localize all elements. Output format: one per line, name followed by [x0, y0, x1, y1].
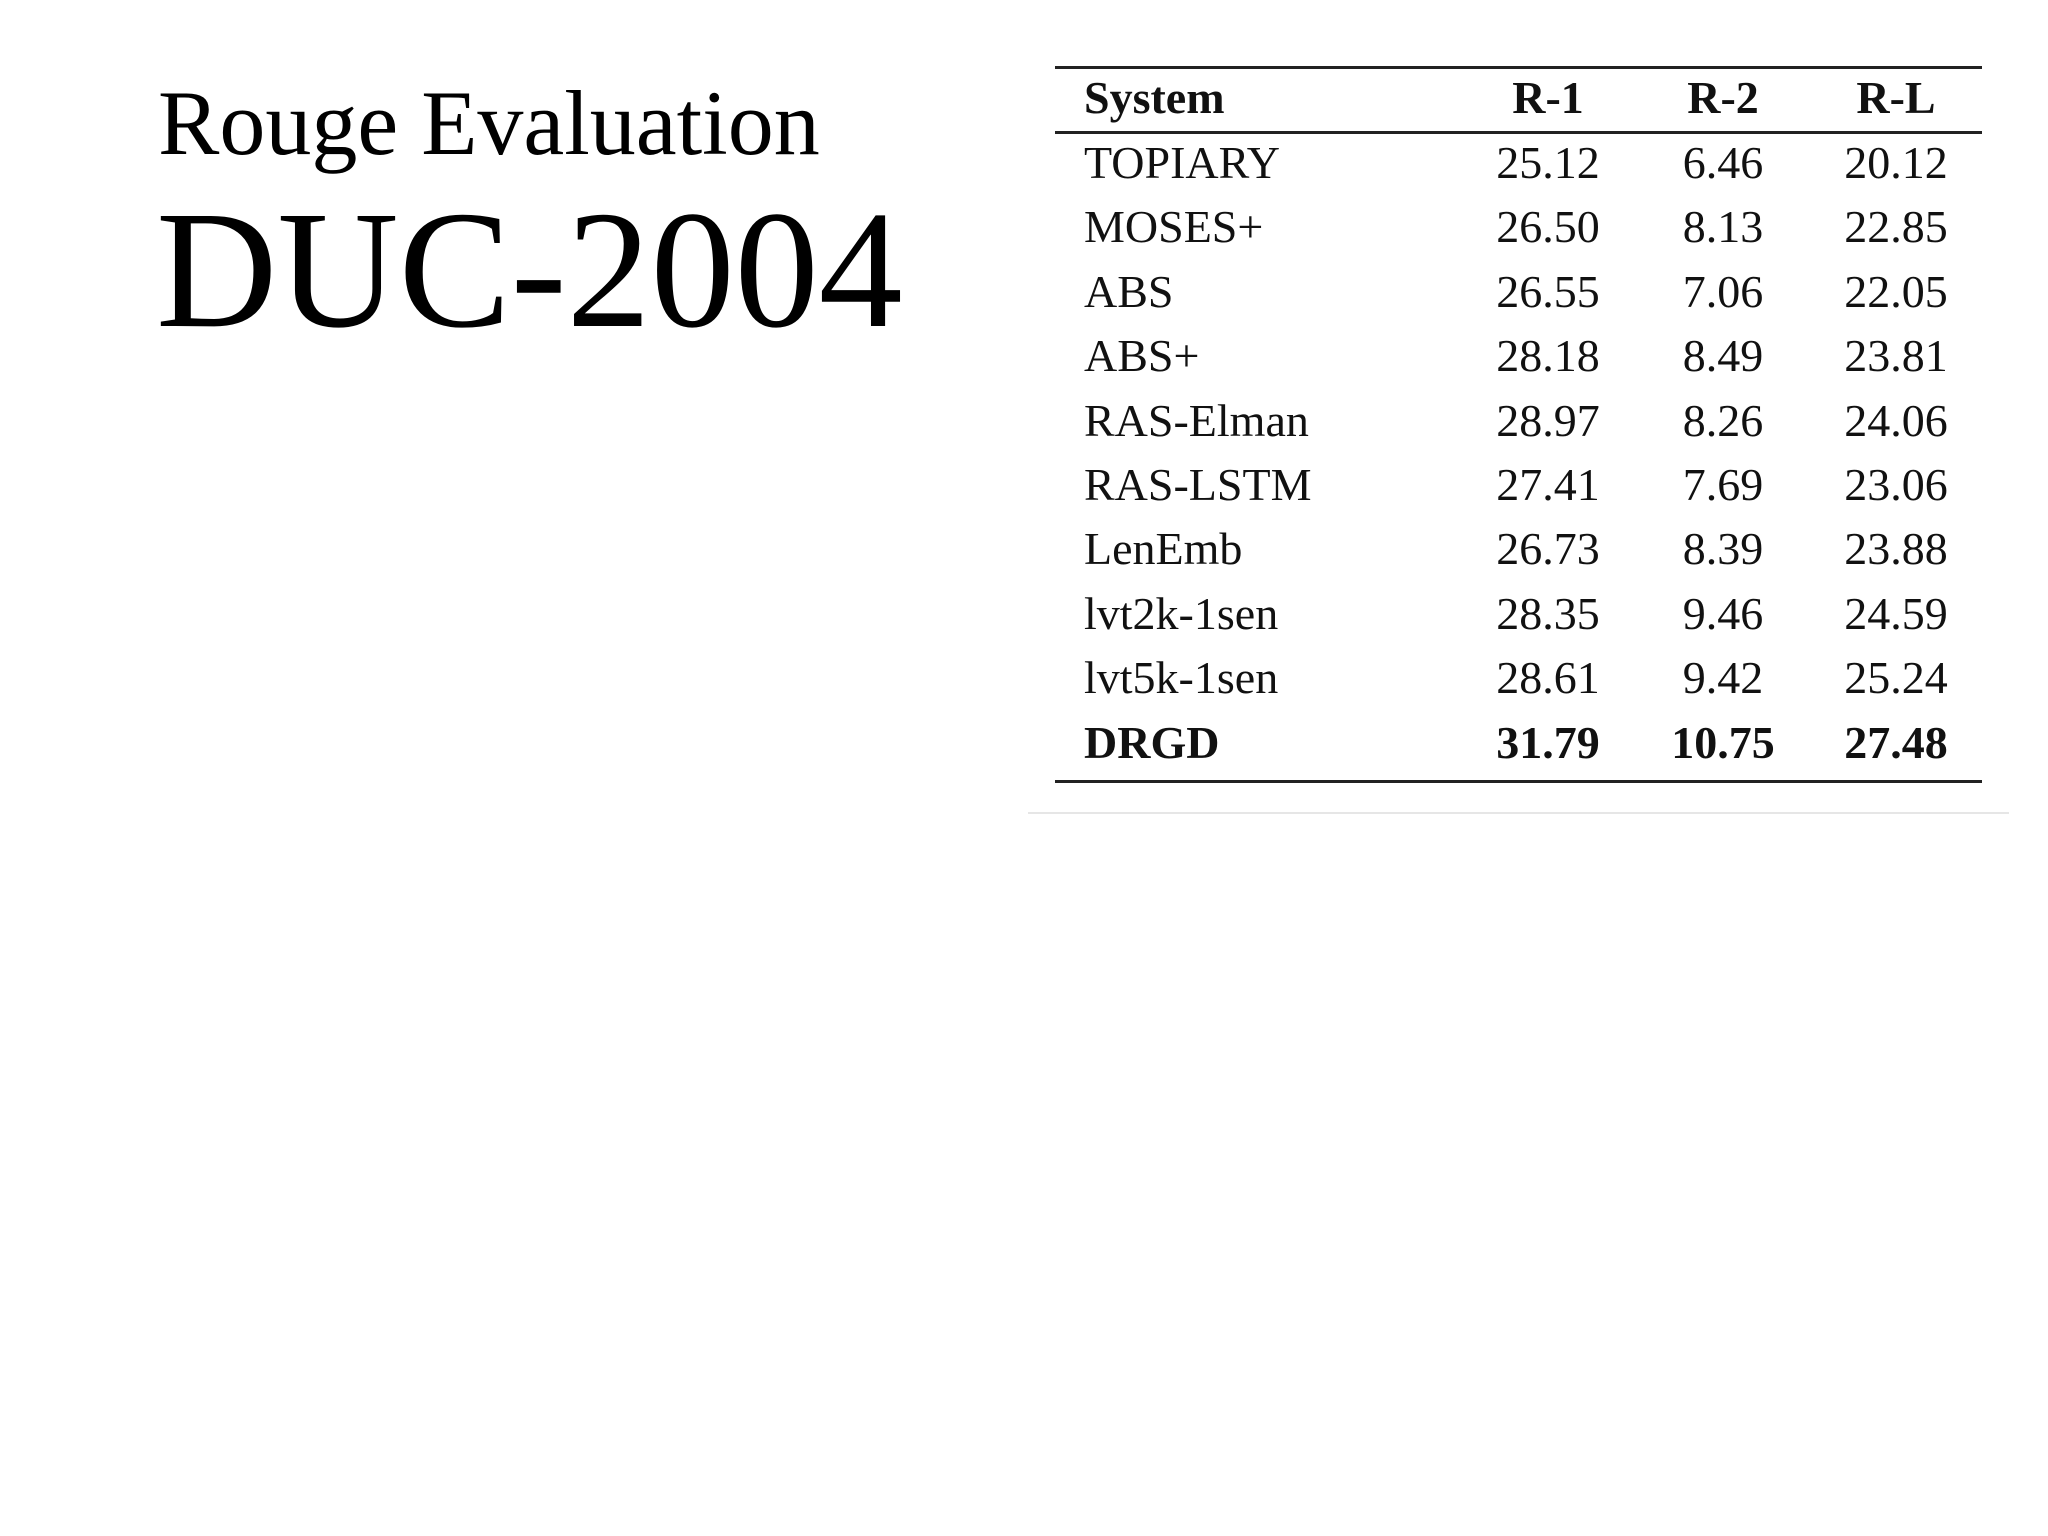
score-cell: 31.79	[1496, 716, 1600, 768]
score-cell: 28.35	[1496, 587, 1600, 639]
score-cell: 22.05	[1844, 265, 1948, 317]
column-header: R-2	[1687, 72, 1759, 123]
score-cell: 27.48	[1844, 716, 1948, 768]
column-header: R-1	[1512, 72, 1584, 123]
system-name: MOSES+	[1084, 201, 1264, 253]
system-name: TOPIARY	[1084, 137, 1280, 188]
score-cell: 23.88	[1844, 523, 1948, 575]
system-name: DRGD	[1084, 716, 1220, 768]
score-cell: 20.12	[1844, 137, 1948, 188]
slide-title: Rouge Evaluation	[158, 72, 820, 174]
score-cell: 26.50	[1496, 201, 1600, 253]
score-cell: 7.69	[1682, 459, 1764, 510]
score-cell: 9.46	[1682, 587, 1764, 639]
score-cell: 25.24	[1844, 652, 1948, 704]
score-cell: 24.06	[1844, 394, 1948, 446]
slide-subtitle: DUC-2004	[156, 177, 903, 363]
system-name: RAS-Elman	[1084, 394, 1309, 446]
score-cell: 23.81	[1844, 330, 1948, 382]
system-name: ABS	[1084, 265, 1174, 317]
score-cell: 23.06	[1844, 459, 1948, 510]
score-cell: 8.39	[1682, 523, 1764, 575]
score-cell: 26.73	[1496, 523, 1600, 575]
score-cell: 22.85	[1844, 201, 1948, 253]
score-cell: 27.41	[1496, 459, 1600, 510]
score-cell: 8.13	[1682, 201, 1764, 253]
score-cell: 26.55	[1496, 265, 1600, 317]
score-cell: 8.26	[1682, 394, 1764, 446]
system-name: ABS+	[1084, 330, 1200, 382]
system-name: RAS-LSTM	[1084, 459, 1312, 510]
score-cell: 24.59	[1844, 587, 1948, 639]
column-header: R-L	[1856, 72, 1936, 123]
system-name: lvt5k-1sen	[1084, 652, 1279, 704]
score-cell: 28.18	[1496, 330, 1600, 382]
score-cell: 10.75	[1671, 716, 1775, 768]
column-header: System	[1084, 72, 1225, 123]
score-cell: 9.42	[1682, 652, 1764, 704]
table-bottom-rule	[1055, 780, 1982, 783]
score-cell: 8.49	[1682, 330, 1764, 382]
faint-rule	[1028, 812, 2009, 814]
score-cell: 28.97	[1496, 394, 1600, 446]
score-cell: 25.12	[1496, 137, 1600, 188]
score-cell: 6.46	[1682, 137, 1764, 188]
score-cell: 7.06	[1682, 265, 1764, 317]
system-name: lvt2k-1sen	[1084, 587, 1279, 639]
header-rule	[1055, 131, 1982, 134]
table-top-rule	[1055, 66, 1982, 69]
system-name: LenEmb	[1084, 523, 1243, 575]
score-cell: 28.61	[1496, 652, 1600, 704]
